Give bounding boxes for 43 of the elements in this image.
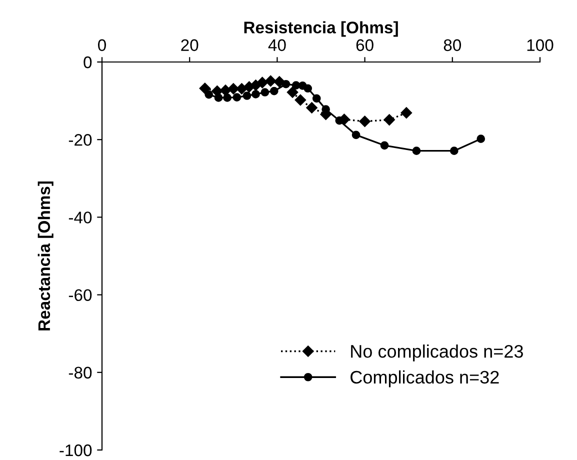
point — [274, 76, 285, 88]
point — [400, 107, 412, 118]
x-tick-label: 60 — [356, 39, 374, 52]
y-tick-label: -100 — [60, 444, 92, 456]
point — [232, 93, 242, 102]
point — [352, 130, 360, 140]
point — [260, 88, 270, 96]
point — [292, 81, 300, 90]
x-tick-label: 40 — [268, 39, 286, 52]
point — [312, 94, 321, 103]
x-tick-label: 80 — [444, 39, 462, 52]
point — [450, 146, 458, 156]
y-tick-label: -60 — [68, 289, 92, 302]
point — [304, 84, 312, 93]
y-axis-title: Reactancia [Ohms] — [38, 181, 54, 330]
point — [384, 114, 395, 126]
x-axis-title: Resistencia [Ohms] — [244, 21, 398, 37]
point — [199, 82, 211, 94]
point — [214, 94, 223, 102]
point — [306, 102, 318, 114]
point — [380, 141, 389, 150]
point — [412, 146, 421, 156]
point — [359, 116, 370, 127]
y-tick-label: -20 — [68, 134, 92, 146]
point — [476, 134, 486, 143]
point — [242, 92, 252, 100]
y-tick-label: 0 — [84, 56, 92, 68]
point — [270, 86, 278, 96]
point — [223, 94, 232, 102]
point — [256, 76, 268, 88]
legend-label: No complicados n=23 — [351, 344, 523, 362]
y-tick-label: -40 — [68, 212, 92, 224]
x-tick-label: 0 — [98, 39, 106, 52]
y-tick-label: -80 — [68, 366, 92, 379]
point — [204, 90, 214, 99]
x-tick-label: 20 — [181, 39, 198, 52]
point — [294, 94, 306, 106]
point — [252, 90, 260, 98]
x-tick-label: 100 — [527, 39, 554, 52]
point — [265, 75, 276, 87]
legend-label: Complicados n=32 — [350, 370, 499, 388]
point — [282, 80, 290, 88]
point — [286, 86, 298, 98]
